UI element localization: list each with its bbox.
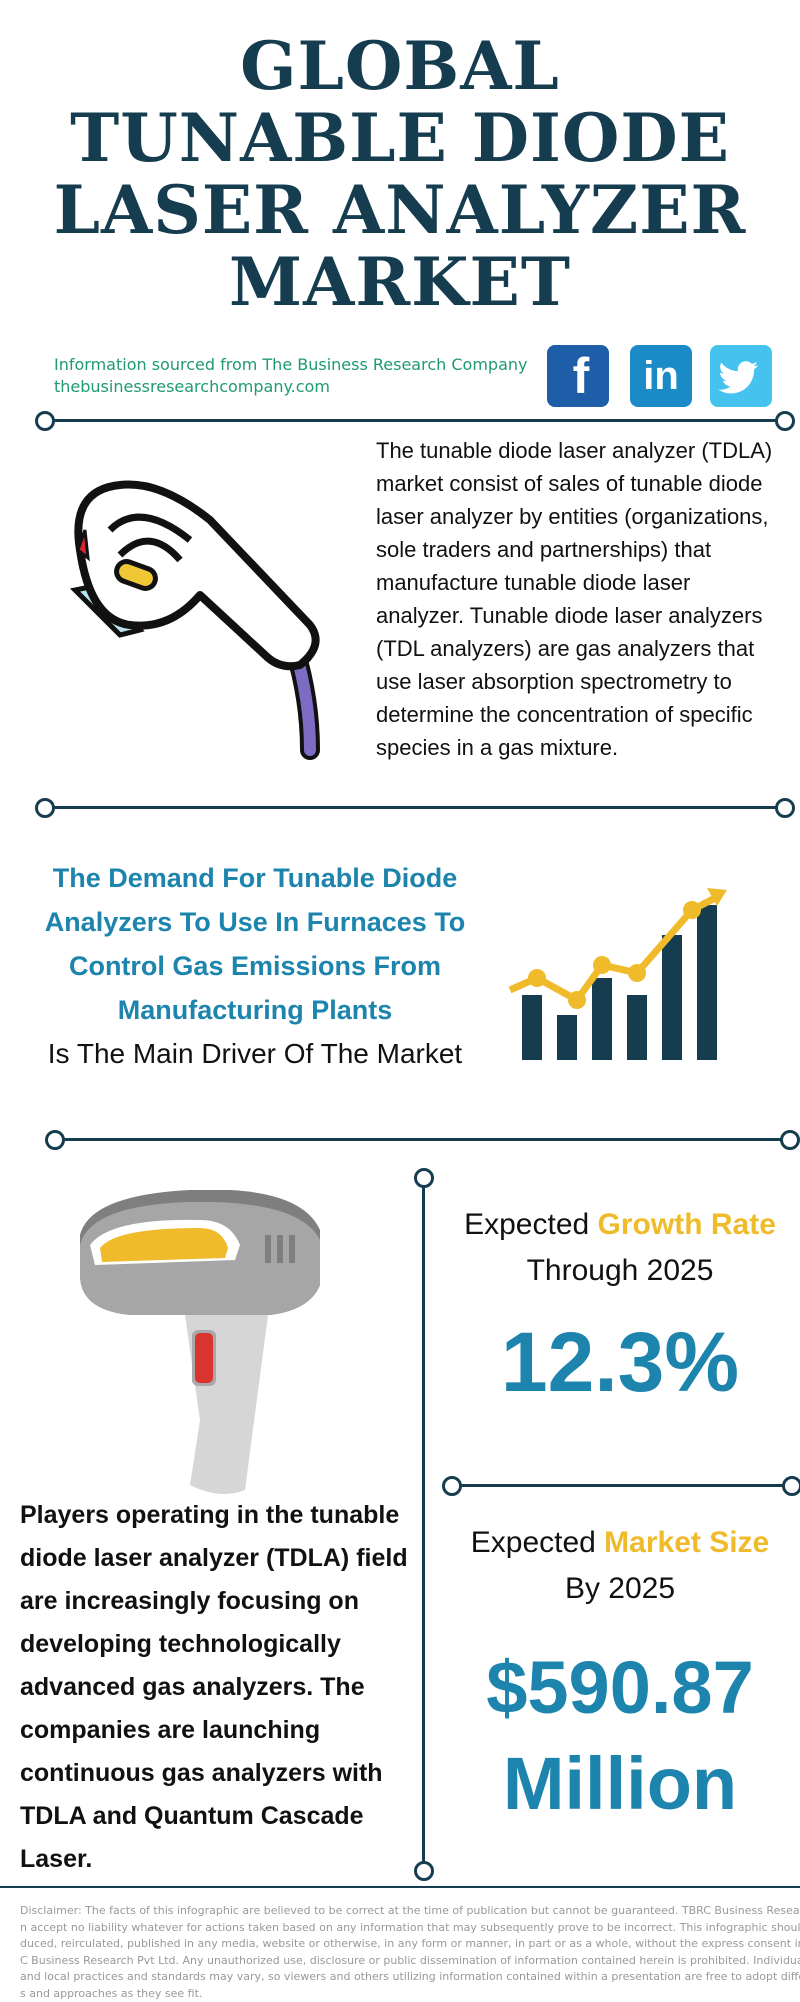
linkedin-icon[interactable]: in [630, 345, 692, 407]
market-description: The tunable diode laser analyzer (TDLA) … [376, 434, 776, 764]
divider-dot [414, 1168, 434, 1188]
disclaimer-line: n accept no liability whatever for actio… [20, 1920, 800, 1937]
divider-dot [780, 1130, 800, 1150]
title-line: MARKET [0, 246, 800, 318]
page-title: GLOBAL TUNABLE DIODE LASER ANALYZER MARK… [0, 30, 800, 318]
disclaimer-line: and local practices and standards may va… [20, 1969, 800, 1986]
market-size-value: $590.87 Million [440, 1640, 800, 1832]
laser-analyzer-illustration [60, 470, 360, 760]
disclaimer-line: C Business Research Pvt Ltd. Any unautho… [20, 1953, 800, 1970]
title-line: LASER ANALYZER [0, 174, 800, 246]
divider [458, 1484, 790, 1487]
source-text: Information sourced from The Business Re… [54, 354, 527, 376]
market-size-label-highlight: Market Size [604, 1526, 769, 1559]
divider-dot [775, 798, 795, 818]
growth-rate-value: 12.3% [440, 1312, 800, 1412]
market-size-label-suffix: By 2025 [440, 1566, 800, 1612]
title-line: TUNABLE DIODE [0, 102, 800, 174]
divider-dot [775, 411, 795, 431]
twitter-bird-icon [710, 345, 772, 407]
players-text: Players operating in the tunable diode l… [20, 1494, 415, 1881]
divider-dot [45, 1130, 65, 1150]
source-url[interactable]: thebusinessresearchcompany.com [54, 376, 527, 398]
linkedin-glyph: in [630, 345, 692, 407]
market-size-amount: $590.87 [440, 1640, 800, 1736]
disclaimer: Disclaimer: The facts of this infographi… [20, 1903, 800, 2002]
growth-label-prefix: Expected [464, 1208, 597, 1241]
divider-dot [442, 1476, 462, 1496]
title-line: GLOBAL [0, 30, 800, 102]
facebook-icon[interactable]: f [547, 345, 609, 407]
divider-dot [35, 798, 55, 818]
source-info: Information sourced from The Business Re… [54, 354, 527, 398]
divider [54, 1138, 784, 1141]
growth-label-suffix: Through 2025 [440, 1248, 800, 1294]
disclaimer-line: duced, reirculated, published in any med… [20, 1936, 800, 1953]
market-size-unit: Million [440, 1736, 800, 1832]
divider [44, 419, 784, 422]
vertical-divider [422, 1178, 425, 1870]
barcode-scanner-illustration [70, 1190, 350, 1500]
driver-highlight: The Demand For Tunable Diode Analyzers T… [20, 856, 490, 1032]
market-size-label-prefix: Expected [471, 1526, 604, 1559]
divider-dot [35, 411, 55, 431]
market-size-label: Expected Market Size By 2025 [440, 1520, 800, 1612]
driver-suffix: Is The Main Driver Of The Market [20, 1032, 490, 1076]
divider [44, 806, 784, 809]
growth-rate-label: Expected Growth Rate Through 2025 [440, 1202, 800, 1294]
growth-label-highlight: Growth Rate [598, 1208, 776, 1241]
twitter-icon[interactable] [710, 345, 772, 407]
divider-dot [414, 1861, 434, 1881]
disclaimer-line: Disclaimer: The facts of this infographi… [20, 1903, 800, 1920]
facebook-glyph: f [547, 345, 609, 407]
divider-dot [782, 1476, 800, 1496]
market-driver: The Demand For Tunable Diode Analyzers T… [20, 856, 490, 1076]
footer-divider [0, 1886, 800, 1888]
growth-chart-icon [505, 880, 755, 1065]
